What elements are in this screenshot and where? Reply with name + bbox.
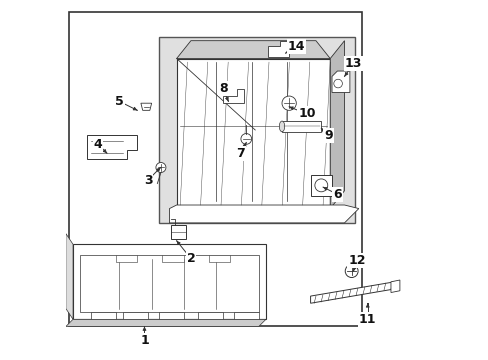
Polygon shape: [176, 41, 329, 59]
Polygon shape: [329, 41, 344, 208]
Polygon shape: [331, 71, 349, 93]
Text: 11: 11: [358, 313, 376, 326]
Polygon shape: [66, 319, 265, 327]
Polygon shape: [310, 175, 331, 196]
Circle shape: [314, 179, 327, 192]
Polygon shape: [91, 312, 116, 319]
Text: 7: 7: [236, 147, 245, 160]
Text: 13: 13: [344, 57, 362, 71]
Text: 3: 3: [143, 174, 152, 186]
Polygon shape: [116, 255, 137, 262]
Bar: [159, 37, 354, 223]
Text: 5: 5: [115, 95, 123, 108]
Polygon shape: [73, 244, 265, 319]
Polygon shape: [390, 280, 399, 293]
Text: 2: 2: [186, 252, 195, 265]
Polygon shape: [198, 312, 223, 319]
Text: 12: 12: [347, 254, 365, 267]
Circle shape: [333, 79, 342, 88]
Polygon shape: [223, 89, 244, 103]
Text: 6: 6: [332, 188, 341, 201]
Polygon shape: [176, 59, 329, 208]
Text: 1: 1: [140, 334, 148, 347]
Polygon shape: [233, 312, 258, 319]
Polygon shape: [310, 282, 394, 303]
Bar: [69, 12, 362, 327]
Circle shape: [345, 265, 357, 278]
Polygon shape: [123, 312, 148, 319]
Text: 14: 14: [287, 40, 305, 53]
Polygon shape: [162, 255, 183, 262]
Bar: [80, 255, 258, 312]
Polygon shape: [171, 225, 185, 239]
Polygon shape: [169, 205, 358, 223]
Text: 9: 9: [324, 129, 332, 142]
Polygon shape: [282, 121, 321, 132]
Polygon shape: [208, 255, 230, 262]
Ellipse shape: [279, 121, 284, 132]
Polygon shape: [66, 234, 73, 319]
Circle shape: [156, 162, 165, 172]
Polygon shape: [141, 103, 151, 111]
Circle shape: [241, 134, 251, 144]
Circle shape: [282, 96, 296, 111]
Polygon shape: [267, 41, 288, 57]
Text: 10: 10: [298, 107, 315, 120]
Polygon shape: [159, 312, 183, 319]
Text: 8: 8: [218, 82, 227, 95]
Polygon shape: [87, 135, 137, 158]
Text: 4: 4: [94, 138, 102, 151]
